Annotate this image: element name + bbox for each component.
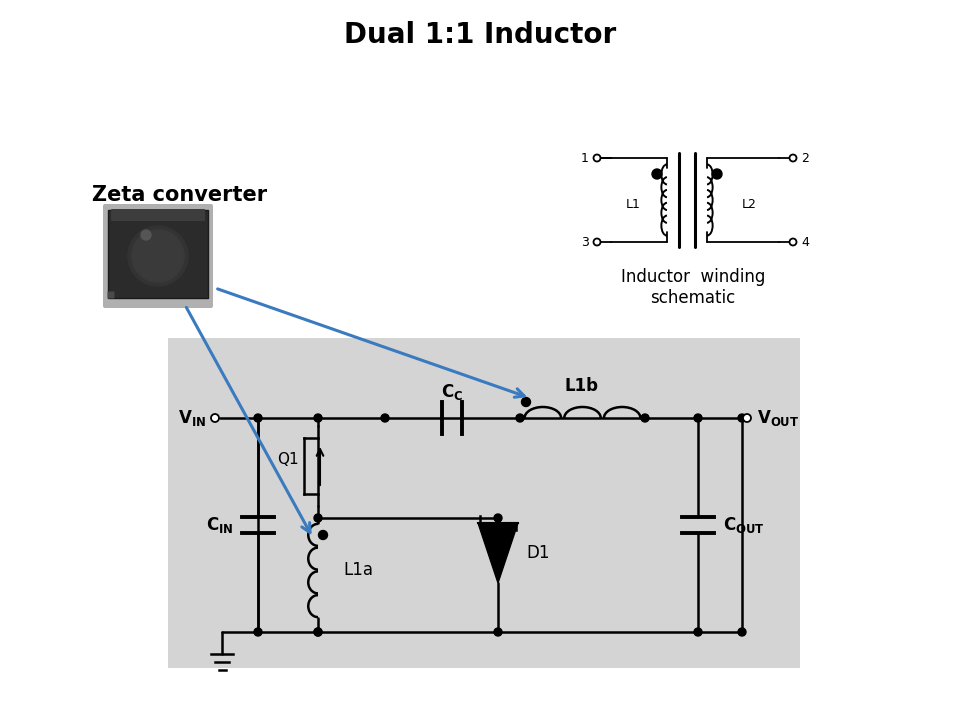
Text: 4: 4 [801, 235, 809, 248]
Text: Q1: Q1 [277, 452, 299, 467]
Text: L1a: L1a [343, 561, 373, 579]
Text: Inductor  winding
schematic: Inductor winding schematic [621, 268, 765, 307]
Circle shape [319, 531, 327, 539]
Circle shape [593, 238, 601, 246]
Circle shape [652, 169, 662, 179]
Circle shape [516, 414, 524, 422]
Text: Dual 1:1 Inductor: Dual 1:1 Inductor [344, 21, 616, 49]
Bar [168, 338, 800, 668]
Circle shape [743, 414, 751, 422]
Text: L1: L1 [626, 199, 640, 212]
Circle shape [521, 397, 531, 407]
Text: D1: D1 [526, 544, 549, 562]
Text: 2: 2 [801, 151, 809, 164]
Circle shape [712, 169, 722, 179]
Text: $\mathbf{C_{IN}}$: $\mathbf{C_{IN}}$ [205, 515, 233, 535]
Circle shape [211, 414, 219, 422]
Circle shape [128, 226, 188, 286]
Circle shape [314, 414, 322, 422]
Circle shape [314, 628, 322, 636]
Text: L1b: L1b [565, 377, 599, 395]
Text: 1: 1 [581, 151, 589, 164]
Circle shape [694, 414, 702, 422]
Circle shape [132, 230, 184, 282]
Circle shape [254, 628, 262, 636]
Circle shape [738, 414, 746, 422]
FancyBboxPatch shape [103, 204, 213, 308]
Circle shape [141, 230, 151, 240]
Circle shape [314, 628, 322, 636]
FancyBboxPatch shape [108, 210, 208, 298]
Circle shape [641, 414, 649, 422]
Text: Zeta converter: Zeta converter [92, 185, 267, 205]
Text: L2: L2 [741, 199, 756, 212]
Text: $\mathbf{V_{OUT}}$: $\mathbf{V_{OUT}}$ [757, 408, 800, 428]
Circle shape [593, 155, 601, 161]
Circle shape [494, 514, 502, 522]
Text: 3: 3 [581, 235, 589, 248]
Circle shape [738, 628, 746, 636]
Circle shape [254, 414, 262, 422]
Circle shape [381, 414, 389, 422]
Circle shape [789, 155, 797, 161]
Text: $\mathbf{C_{OUT}}$: $\mathbf{C_{OUT}}$ [723, 515, 764, 535]
Circle shape [494, 628, 502, 636]
Circle shape [314, 514, 322, 522]
FancyBboxPatch shape [108, 292, 114, 299]
Text: $\mathbf{V_{IN}}$: $\mathbf{V_{IN}}$ [178, 408, 206, 428]
Circle shape [694, 628, 702, 636]
Circle shape [789, 238, 797, 246]
Text: $\mathbf{C_C}$: $\mathbf{C_C}$ [441, 382, 463, 402]
Polygon shape [478, 523, 518, 583]
FancyBboxPatch shape [111, 209, 205, 221]
